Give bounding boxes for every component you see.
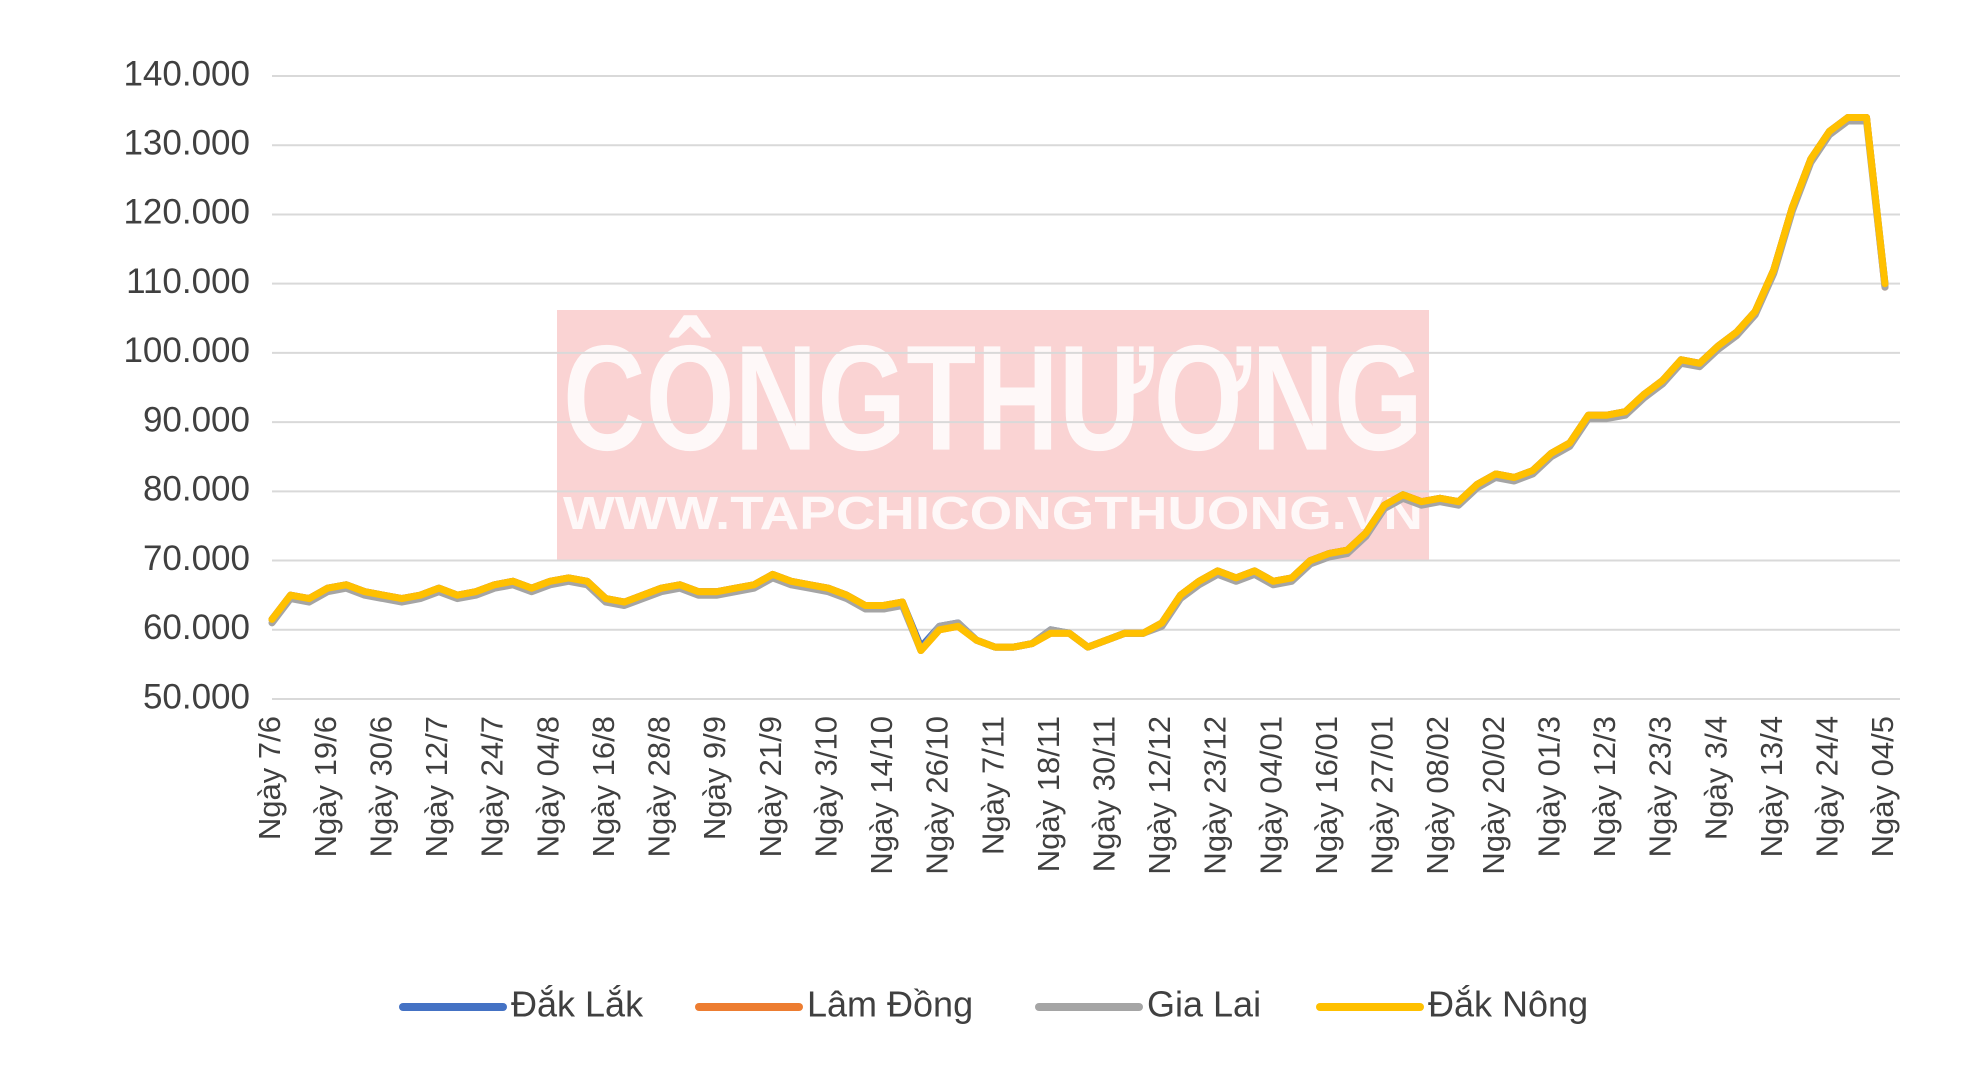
legend: Đắk Lắk Lâm Đồng Gia Lai Đắk Nông [399, 984, 1588, 1025]
watermark-title: CÔNGTHƯƠNG [563, 314, 1423, 482]
x-tick-label: Ngày 12/7 [419, 716, 454, 857]
x-tick-label: Ngày 9/9 [697, 716, 732, 840]
watermark-site: WWW.TAPCHICONGTHUONG.VN [563, 487, 1423, 539]
y-tick-label: 130.000 [123, 123, 250, 162]
x-tick-label: Ngày 16/8 [586, 716, 621, 857]
x-tick-label: Ngày 12/12 [1142, 716, 1177, 875]
x-tick-label: Ngày 18/11 [1031, 716, 1066, 872]
x-tick-label: Ngày 12/3 [1587, 716, 1622, 857]
x-tick-label: Ngày 23/3 [1643, 716, 1678, 857]
y-tick-label: 120.000 [123, 193, 250, 232]
x-tick-label: Ngày 24/7 [475, 716, 510, 857]
y-tick-label: 60.000 [143, 608, 250, 647]
y-tick-label: 140.000 [123, 54, 250, 93]
x-tick-label: Ngày 24/4 [1810, 716, 1845, 857]
grid: 50.000 60.000 70.000 80.000 90.000 100.000 110… [123, 54, 1900, 874]
y-tick-label: 110.000 [126, 262, 250, 301]
x-tick-label: Ngày 01/3 [1531, 716, 1566, 857]
x-tick-label: Ngày 3/10 [808, 716, 843, 857]
x-tick-label: Ngày 27/01 [1365, 716, 1400, 875]
series-line [268, 114, 1889, 654]
x-tick-label: Ngày 7/6 [252, 716, 287, 840]
y-tick-label: 90.000 [143, 400, 250, 439]
x-tick-label: Ngày 30/11 [1086, 716, 1121, 872]
x-tick-label: Ngày 30/6 [363, 716, 398, 857]
y-tick-label: 50.000 [143, 677, 250, 716]
watermark-box [557, 310, 1429, 560]
y-tick-label: 100.000 [123, 331, 250, 370]
legend-label: Gia Lai [1147, 984, 1261, 1025]
y-tick-label: 80.000 [143, 470, 250, 509]
x-tick-label: Ngày 28/8 [642, 716, 677, 857]
x-tick-label: Ngày 04/01 [1253, 716, 1288, 875]
x-tick-label: Ngày 16/01 [1309, 716, 1344, 875]
x-tick-label: Ngày 3/4 [1698, 716, 1733, 840]
x-tick-label: Ngày 04/5 [1865, 716, 1900, 857]
x-tick-label: Ngày 04/8 [530, 716, 565, 857]
x-tick-label: Ngày 19/6 [308, 716, 343, 857]
legend-label: Đắk Nông [1428, 984, 1588, 1025]
x-tick-label: Ngày 7/11 [975, 716, 1010, 855]
x-tick-label: Ngày 26/10 [920, 716, 955, 875]
x-tick-label: Ngày 13/4 [1754, 716, 1789, 857]
x-tick-label: Ngày 08/02 [1420, 716, 1455, 875]
legend-label: Lâm Đồng [807, 984, 973, 1025]
x-tick-label: Ngày 20/02 [1476, 716, 1511, 875]
plot [268, 114, 1889, 654]
y-tick-label: 70.000 [143, 539, 250, 578]
x-tick-label: Ngày 14/10 [864, 716, 899, 875]
x-tick-label: Ngày 21/9 [753, 716, 788, 857]
legend-label: Đắk Lắk [511, 984, 644, 1025]
x-tick-label: Ngày 23/12 [1198, 716, 1233, 875]
